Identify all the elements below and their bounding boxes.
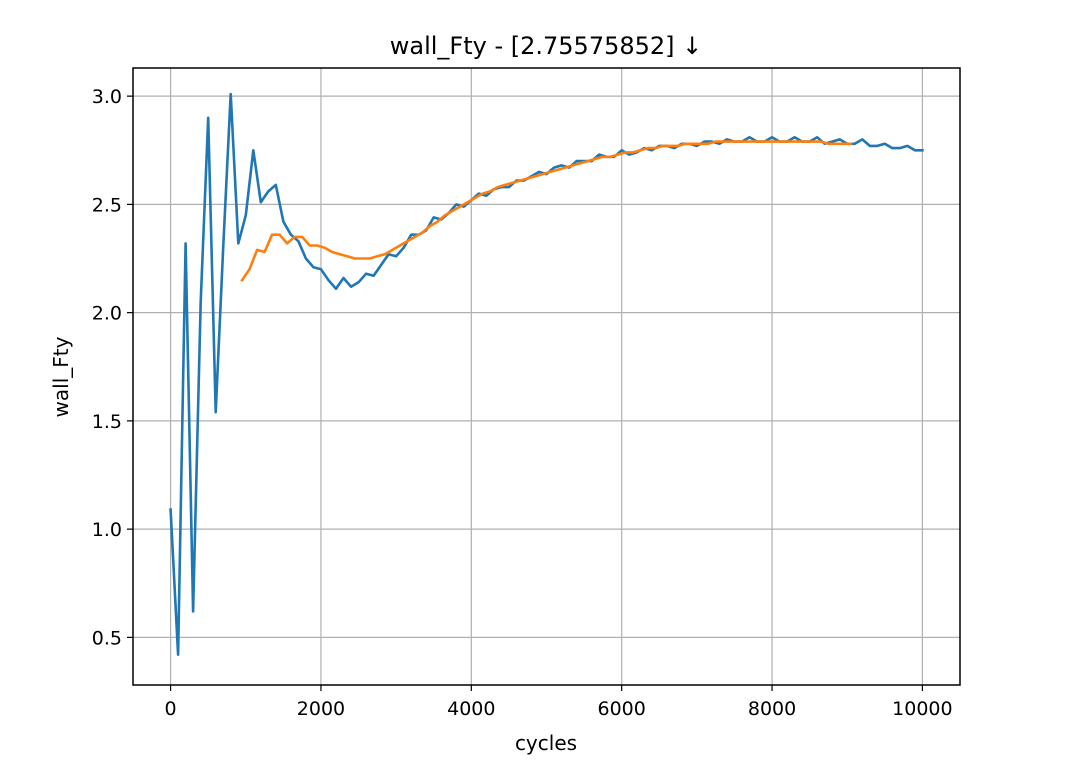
plot-series — [169, 92, 924, 657]
x-tick-label: 4000 — [447, 698, 495, 720]
x-tick-label: 8000 — [748, 698, 796, 720]
y-tick-label: 0.5 — [92, 627, 122, 649]
x-tick-label: 10000 — [892, 698, 952, 720]
y-tick-label: 3.0 — [92, 86, 122, 108]
y-tick-label: 1.5 — [92, 411, 122, 433]
grid — [133, 68, 960, 685]
y-tick-label: 1.0 — [92, 519, 122, 541]
x-tick-label: 6000 — [598, 698, 646, 720]
plot-frame — [132, 67, 961, 686]
x-tick-label: 2000 — [297, 698, 345, 720]
x-tick-label: 0 — [165, 698, 177, 720]
y-tick-label: 2.5 — [92, 194, 122, 216]
y-axis-label: wall_Fty — [49, 336, 73, 417]
series-line-1 — [240, 140, 853, 283]
ticks: 0 2000 4000 6000 8000 10000 0.5 1.0 1.5 2.0 2.5 3.0 — [92, 86, 953, 720]
x-axis-label: cycles — [515, 731, 577, 755]
y-tick-label: 2.0 — [92, 303, 122, 325]
chart-title: wall_Fty - [2.75575852] ↓ — [390, 32, 703, 60]
